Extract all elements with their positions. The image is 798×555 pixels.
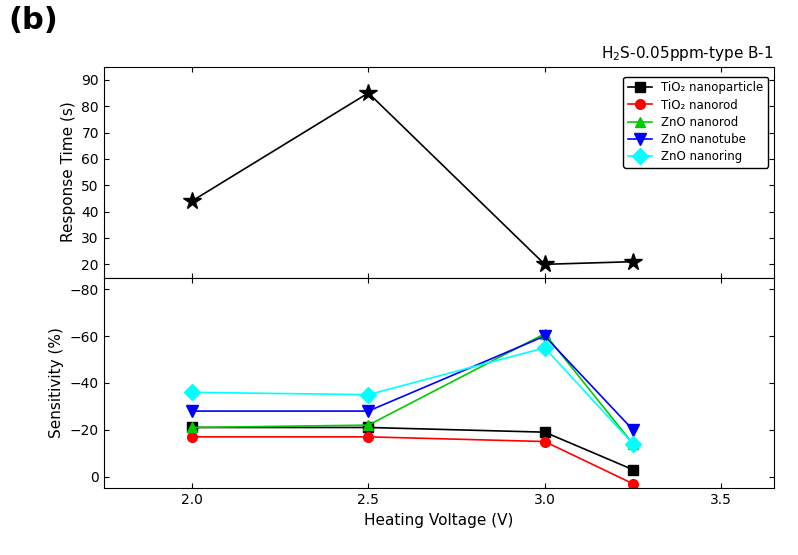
Text: (b): (b): [8, 6, 57, 34]
Y-axis label: Response Time (s): Response Time (s): [61, 102, 76, 243]
Text: H$_2$S-0.05ppm-type B-1: H$_2$S-0.05ppm-type B-1: [602, 44, 774, 63]
Legend: TiO₂ nanoparticle, TiO₂ nanorod, ZnO nanorod, ZnO nanotube, ZnO nanoring: TiO₂ nanoparticle, TiO₂ nanorod, ZnO nan…: [623, 77, 768, 168]
X-axis label: Heating Voltage (V): Heating Voltage (V): [364, 513, 514, 528]
Y-axis label: Sensitivity (%): Sensitivity (%): [49, 327, 64, 438]
